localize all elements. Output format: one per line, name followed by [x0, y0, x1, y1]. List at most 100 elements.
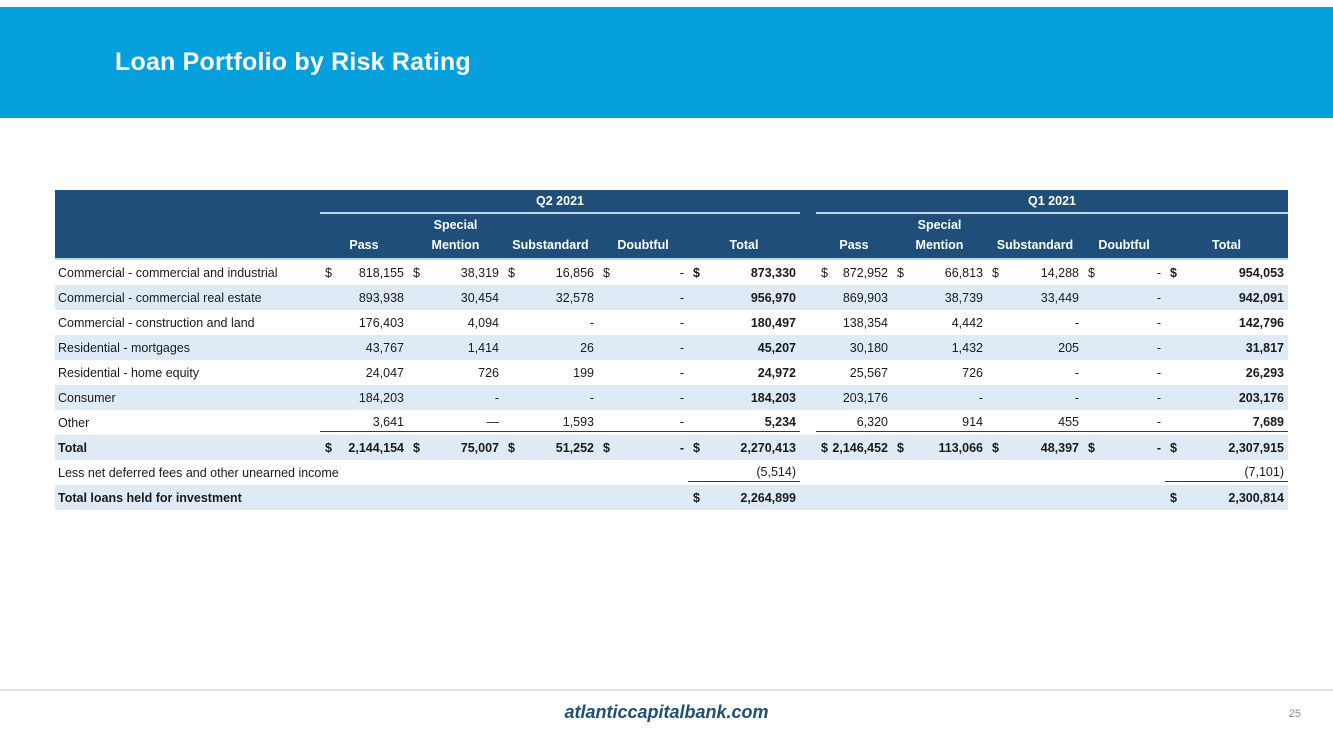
cell-q1-pass: 138,354 — [816, 310, 892, 335]
cell-q2-doubtful: - — [598, 385, 688, 410]
cell-q2-total: 180,497 — [688, 310, 800, 335]
group-gap — [800, 335, 816, 360]
group-gap — [800, 214, 816, 255]
dollar-sign: $ — [508, 440, 515, 455]
cell-content: 199 — [503, 364, 598, 382]
row-label: Consumer — [58, 390, 116, 405]
footer-link: atlanticcapitalbank.com — [564, 702, 769, 722]
cell-value: - — [679, 340, 684, 355]
cell-q2-substandard: 1,593 — [503, 410, 598, 435]
cell-q2-total: 184,203 — [688, 385, 800, 410]
cell-q1-special-mention: $66,813 — [892, 260, 987, 285]
cell-value: 956,970 — [750, 290, 796, 305]
cell-value: 26,293 — [1245, 365, 1284, 380]
cell-value: 954,053 — [1238, 265, 1284, 280]
cell-q1-doubtful: - — [1083, 385, 1165, 410]
cell-value: - — [494, 390, 499, 405]
table-row: Other 3,641 — 1,593 - 5,234 6,320 914 455 - 7,689 — [55, 410, 1288, 435]
col-header-q2-doubtful: Doubtful — [617, 238, 669, 252]
cell-content: - — [598, 389, 688, 407]
dollar-sign: $ — [325, 440, 332, 455]
cell-q1-doubtful: - — [1083, 410, 1165, 435]
cell-value: - — [679, 290, 684, 305]
group-gap — [800, 410, 816, 435]
cell-q1-doubtful: - — [1083, 360, 1165, 385]
cell-content: - — [1083, 389, 1165, 407]
cell-value: 38,739 — [944, 290, 983, 305]
table-row: Total $2,144,154 $75,007 $51,252 $ - $2,270,41… — [55, 435, 1288, 460]
cell-content: 914 — [892, 413, 987, 432]
cell-value: 138,354 — [842, 315, 888, 330]
cell-value: 45,207 — [757, 340, 796, 355]
cell-value: 14,288 — [1040, 265, 1079, 280]
cell-value: 2,264,899 — [740, 490, 796, 505]
cell-value: 31,817 — [1245, 340, 1284, 355]
cell-content: 33,449 — [987, 289, 1083, 307]
cell-content: 7,689 — [1165, 413, 1288, 432]
cell-q2-doubtful: - — [598, 285, 688, 310]
cell-content: 180,497 — [688, 314, 800, 332]
cell-content: - — [598, 339, 688, 357]
col-header-q1-doubtful: Doubtful — [1098, 238, 1150, 252]
cell-value: 203,176 — [842, 390, 888, 405]
cell-q1-special-mention — [892, 485, 987, 510]
cell-content: (7,101) — [1165, 463, 1288, 482]
row-label: Commercial - commercial real estate — [58, 290, 262, 305]
cell-value: 2,144,154 — [348, 440, 404, 455]
dollar-sign: $ — [1170, 440, 1177, 455]
cell-q2-substandard — [503, 460, 598, 485]
cell-q2-pass: $818,155 — [320, 260, 408, 285]
cell-content: - — [987, 389, 1083, 407]
cell-q1-special-mention: 4,442 — [892, 310, 987, 335]
cell-content: - — [1083, 339, 1165, 357]
cell-q1-pass: 203,176 — [816, 385, 892, 410]
cell-content: (5,514) — [688, 463, 800, 482]
cell-content: 6,320 — [816, 413, 892, 432]
cell-value: - — [679, 365, 684, 380]
cell-content: $51,252 — [503, 439, 598, 457]
cell-content: 25,567 — [816, 364, 892, 382]
cell-q1-special-mention: $113,066 — [892, 435, 987, 460]
cell-q1-total: $954,053 — [1165, 260, 1288, 285]
cell-q2-substandard: $51,252 — [503, 435, 598, 460]
col-header-q1-substandard: Substandard — [996, 238, 1074, 252]
cell-content: 184,203 — [688, 389, 800, 407]
cell-value: - — [589, 390, 594, 405]
cell-content: $75,007 — [408, 439, 503, 457]
group-header-q2-2021: Q2 2021 — [320, 193, 800, 214]
cell-q1-substandard: $48,397 — [987, 435, 1083, 460]
cell-content: 205 — [987, 339, 1083, 357]
table-header: Q2 2021 Q1 2021 Pass Special Mention Subst… — [55, 190, 1288, 260]
cell-content: 1,414 — [408, 339, 503, 357]
cell-value: 873,330 — [750, 265, 796, 280]
cell-value: 4,094 — [467, 315, 499, 330]
cell-content: 956,970 — [688, 289, 800, 307]
cell-q2-special-mention: 726 — [408, 360, 503, 385]
col-header-q2-substandard: Substandard — [512, 238, 589, 252]
cell-content: 5,234 — [688, 413, 800, 432]
cell-content: 3,641 — [320, 413, 408, 432]
cell-q2-doubtful — [598, 460, 688, 485]
cell-content: 4,442 — [892, 314, 987, 332]
cell-value: 1,414 — [467, 340, 499, 355]
cell-content: 1,432 — [892, 339, 987, 357]
column-header-row: Pass Special Mention Substandard Doubtful To… — [55, 214, 1288, 258]
cell-q2-pass: 176,403 — [320, 310, 408, 335]
dollar-sign: $ — [693, 440, 700, 455]
cell-value: - — [1156, 290, 1161, 305]
col-header-q1-pass: Pass — [839, 238, 869, 252]
cell-content: $ - — [1083, 264, 1165, 282]
dollar-sign: $ — [821, 440, 828, 455]
col-header-q1-total: Total — [1212, 238, 1241, 252]
cell-value: - — [679, 390, 684, 405]
page-title: Loan Portfolio by Risk Rating — [115, 48, 471, 76]
cell-content: 1,593 — [503, 413, 598, 432]
cell-content: 30,180 — [816, 339, 892, 357]
cell-value: 16,856 — [555, 265, 594, 280]
cell-content: $48,397 — [987, 439, 1083, 457]
cell-content: 142,796 — [1165, 314, 1288, 332]
cell-value: - — [1156, 340, 1161, 355]
cell-value: 455 — [1058, 415, 1079, 429]
cell-q1-total: 31,817 — [1165, 335, 1288, 360]
